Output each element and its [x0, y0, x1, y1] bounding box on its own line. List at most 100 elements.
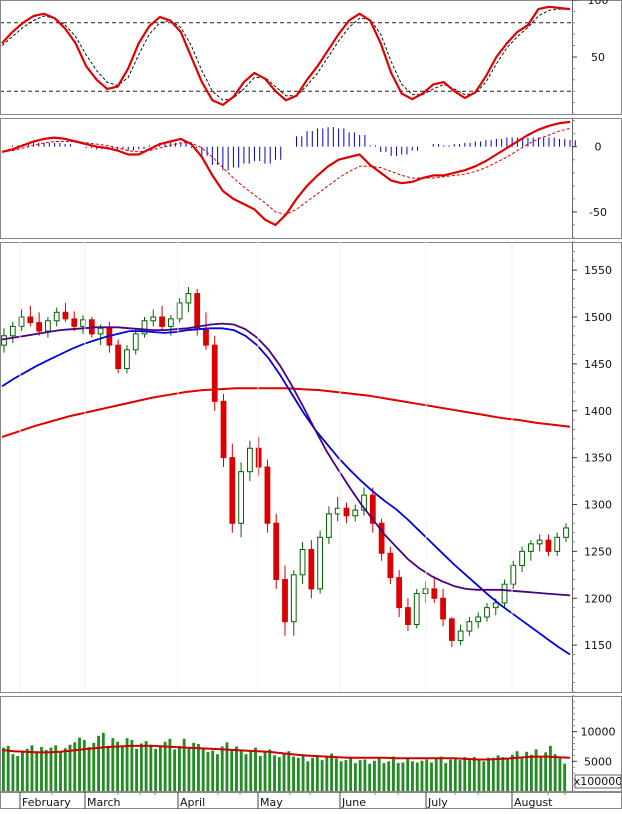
- volume-bar: [139, 743, 143, 791]
- volume-bar: [54, 745, 58, 791]
- candle-body: [185, 293, 192, 304]
- volume-bar: [282, 753, 286, 791]
- volume-bar: [334, 758, 338, 791]
- volume-bar: [206, 751, 210, 791]
- volume-bar: [468, 758, 471, 791]
- volume-bar: [125, 738, 129, 791]
- candle-body: [194, 293, 201, 329]
- volume-bar: [149, 744, 153, 791]
- volume-bar: [25, 748, 29, 791]
- volume-bar: [254, 747, 257, 791]
- candle-body: [211, 344, 218, 402]
- volume-bar: [506, 758, 510, 791]
- volume-bar: [415, 762, 419, 791]
- candle-body: [396, 577, 403, 609]
- volume-unit-label: x100000: [574, 775, 622, 788]
- volume-bar: [406, 758, 410, 791]
- candle-body: [132, 333, 139, 351]
- volume-bar: [453, 758, 457, 791]
- volume-bar: [44, 750, 48, 791]
- candle-body: [27, 316, 34, 324]
- volume-bar: [396, 763, 400, 791]
- volume-bar: [496, 755, 500, 791]
- volume-bar: [482, 761, 486, 791]
- volume-bar: [392, 756, 395, 791]
- volume-bar: [216, 754, 219, 791]
- volume-bar: [444, 763, 448, 791]
- volume-bar: [21, 750, 24, 791]
- x-axis-month-label: June: [341, 796, 366, 809]
- volume-bar: [287, 751, 291, 791]
- stochastic-tick-label: 50: [591, 51, 605, 64]
- volume-bar: [16, 755, 20, 791]
- volume-bar: [106, 745, 110, 791]
- volume-bar: [201, 747, 205, 791]
- candle-body: [1, 335, 7, 346]
- candle-body: [475, 616, 482, 623]
- volume-bar: [544, 752, 548, 791]
- candle-body: [536, 539, 543, 545]
- candle-body: [326, 513, 332, 538]
- candle-body: [317, 536, 324, 590]
- volume-bar: [439, 756, 443, 791]
- candle-body: [448, 618, 455, 641]
- candle-body: [150, 316, 157, 322]
- candle-body: [220, 400, 227, 459]
- price-tick-label: 1200: [584, 592, 612, 605]
- price-tick-label: 1150: [584, 639, 612, 652]
- volume-bar: [92, 742, 96, 791]
- price-tick-label: 1550: [584, 264, 612, 277]
- volume-unit-box: [574, 774, 622, 789]
- volume-bar: [368, 763, 372, 791]
- volume-bar: [377, 758, 381, 791]
- volume-bar: [30, 745, 34, 791]
- volume-bar: [553, 754, 557, 791]
- stochastic-frame: [0, 0, 622, 115]
- x-axis-month-label: April: [180, 796, 205, 809]
- candle-body: [413, 593, 420, 625]
- volume-bar: [87, 747, 91, 791]
- volume-bar: [168, 738, 172, 791]
- volume-bar: [311, 757, 315, 791]
- volume-moving-average: [1, 744, 571, 761]
- volume-bar: [101, 732, 105, 791]
- candle-body: [510, 564, 517, 585]
- volume-bar: [349, 757, 353, 791]
- x-axis-month-label: August: [514, 796, 553, 809]
- price-tick-label: 1400: [584, 405, 612, 418]
- candle-body: [431, 588, 438, 599]
- volume-bar: [158, 745, 162, 791]
- volume-bar: [49, 747, 53, 791]
- volume-bar: [73, 742, 77, 791]
- candle-body: [97, 327, 104, 335]
- volume-bar: [510, 754, 514, 791]
- volume-bar: [411, 761, 414, 791]
- x-axis-month-label: May: [260, 796, 283, 809]
- candle-body: [361, 494, 367, 511]
- price-tick-label: 1500: [584, 311, 612, 324]
- candle-body: [484, 607, 490, 618]
- stochastic-k-line: [1, 5, 571, 107]
- macd-frame: [0, 118, 622, 239]
- price-tick-label: 1250: [584, 545, 612, 558]
- volume-bar: [211, 750, 215, 791]
- candle-body: [501, 583, 508, 604]
- volume-bar: [515, 751, 519, 791]
- volume-bar: [249, 751, 253, 791]
- volume-bar: [472, 757, 476, 791]
- volume-bar: [135, 748, 139, 791]
- volume-bar: [548, 745, 552, 791]
- candle-body: [343, 507, 350, 517]
- volume-bar: [301, 754, 305, 791]
- candle-body: [141, 320, 148, 335]
- candle-body: [440, 597, 446, 620]
- volume-bar: [192, 742, 196, 791]
- candle-body: [124, 349, 130, 370]
- volume-bar: [97, 735, 100, 791]
- macd-panel: [1, 120, 576, 227]
- volume-bar: [501, 757, 505, 791]
- volume-bar: [353, 763, 357, 791]
- candle-body: [466, 621, 473, 632]
- moving-average-long: [1, 387, 571, 438]
- volume-bar: [182, 738, 186, 791]
